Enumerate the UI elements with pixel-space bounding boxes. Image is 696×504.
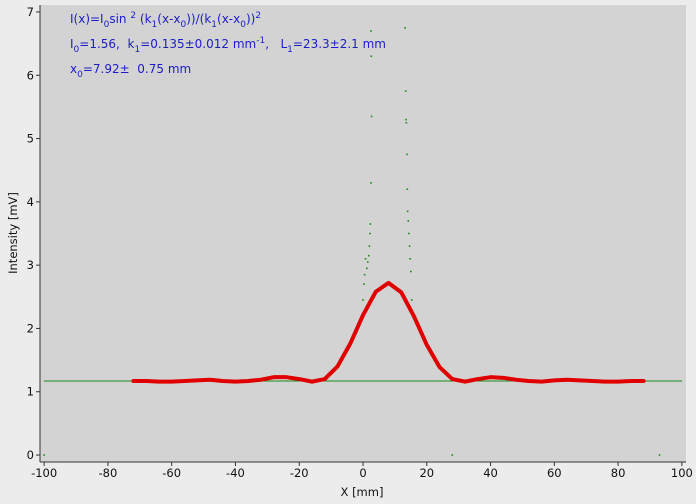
data-point <box>406 210 409 213</box>
annotation-subscript: 0 <box>104 20 110 30</box>
annotation-subscript: 1 <box>152 20 158 30</box>
annotation-text: )) <box>246 12 255 26</box>
x-tick-label: 80 <box>611 466 626 480</box>
annotation-subscript: 0 <box>240 20 246 30</box>
annotation-line: I0=1.56, k1=0.135±0.012 mm-1, L1=23.3±2.… <box>70 36 386 55</box>
y-tick-label: 1 <box>27 385 34 399</box>
annotation-superscript: -1 <box>256 36 265 46</box>
data-point <box>364 258 367 260</box>
x-tick-label: -80 <box>99 466 118 480</box>
y-axis-label: Intensity [mV] <box>6 192 20 274</box>
data-point <box>363 283 365 285</box>
data-point <box>366 267 368 270</box>
x-tick-label: -40 <box>226 466 245 480</box>
annotation-subscript: 0 <box>181 20 187 30</box>
x-tick-label: -100 <box>31 466 57 480</box>
data-point <box>404 90 407 92</box>
y-tick-label: 7 <box>27 5 34 19</box>
data-point <box>451 454 454 456</box>
annotation-text: sin <box>109 12 130 26</box>
data-line <box>131 280 646 384</box>
annotation-line: I(x)=I0sin 2 (k1(x-x0))/(k1(x-x0))2 <box>70 11 261 30</box>
data-point <box>370 30 372 32</box>
annotation-line: x0=7.92± 0.75 mm <box>70 62 191 80</box>
y-tick-label: 0 <box>27 448 34 462</box>
annotation-subscript: 1 <box>134 45 140 55</box>
data-point <box>406 188 409 190</box>
y-tick-label: 6 <box>27 68 34 82</box>
data-point <box>369 223 372 225</box>
data-point <box>366 261 369 263</box>
data-point <box>410 299 413 301</box>
data-point <box>362 299 364 301</box>
annotation-text: (x-x <box>157 12 180 26</box>
annotation-subscript: 0 <box>77 70 83 80</box>
annotation-text: =1.56, k <box>79 37 134 51</box>
annotation-subscript: 1 <box>211 20 217 30</box>
data-point <box>407 220 410 222</box>
annotation-superscript: 2 <box>255 11 261 21</box>
data-point <box>370 182 372 184</box>
y-tick-label: 2 <box>27 321 34 335</box>
annotation-subscript: 1 <box>287 45 293 55</box>
annotation-text: I <box>70 37 74 51</box>
data-point <box>370 115 373 118</box>
x-tick-label: 20 <box>419 466 434 480</box>
data-point <box>369 232 371 235</box>
x-tick-label: 0 <box>359 466 366 480</box>
annotation-text: =23.3±2.1 mm <box>293 37 386 51</box>
data-point <box>406 153 408 156</box>
y-tick-label: 4 <box>27 195 34 209</box>
annotation-text: ))/(k <box>186 12 211 26</box>
data-point <box>43 454 45 456</box>
y-tick-label: 3 <box>27 258 34 272</box>
y-tick-label: 5 <box>27 132 34 146</box>
x-tick-label: 100 <box>671 466 693 480</box>
annotation-subscript: 0 <box>74 45 80 55</box>
x-axis-label: X [mm] <box>341 485 384 499</box>
data-point <box>409 258 411 260</box>
data-point <box>405 121 408 124</box>
plot-background <box>40 5 686 462</box>
data-point <box>408 232 410 235</box>
annotation-superscript: 2 <box>130 11 136 21</box>
fit-annotation: I(x)=I0sin 2 (k1(x-x0))/(k1(x-x0))2I0=1.… <box>70 11 386 80</box>
annotation-text: (x-x <box>217 12 240 26</box>
annotation-text: x <box>70 62 77 76</box>
data-point <box>368 245 371 247</box>
data-point <box>405 118 407 121</box>
data-point <box>363 273 366 276</box>
annotation-text: (k <box>136 12 151 26</box>
data-point <box>410 270 412 273</box>
data-point <box>658 454 661 456</box>
data-point <box>404 26 406 29</box>
x-tick-label: -60 <box>162 466 181 480</box>
data-point <box>370 55 373 58</box>
x-tick-label: 60 <box>547 466 562 480</box>
annotation-text: , L <box>265 37 287 51</box>
data-point <box>367 254 370 257</box>
annotation-text: =0.135±0.012 mm <box>140 37 256 51</box>
annotation-text: =7.92± 0.75 mm <box>83 62 191 76</box>
annotation-text: I(x)=I <box>70 12 104 26</box>
data-point <box>408 245 411 247</box>
x-tick-label: 40 <box>483 466 498 480</box>
x-tick-label: -20 <box>290 466 309 480</box>
